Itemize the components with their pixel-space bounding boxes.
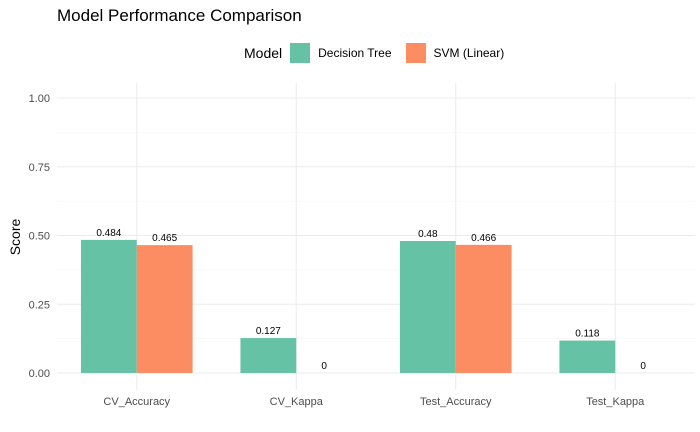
y-tick-label: 0.50 [29, 231, 50, 243]
y-tick-label: 1.00 [29, 93, 50, 105]
y-axis-title: Score [7, 219, 23, 256]
bar-value-label: 0.465 [152, 233, 177, 244]
bar-value-label: 0.48 [418, 229, 438, 240]
bar [80, 239, 137, 373]
bar-value-label: 0.466 [471, 233, 496, 244]
legend-title: Model [244, 45, 283, 61]
legend-swatch-decision-tree [290, 43, 311, 63]
x-tick-label: CV_Accuracy [103, 396, 170, 408]
x-tick-label: Test_Accuracy [420, 396, 492, 408]
bar-value-label: 0 [640, 361, 646, 372]
bar-value-label: 0 [321, 361, 327, 372]
y-axis-ticks: 0.00 0.25 0.50 0.75 1.00 [29, 93, 50, 380]
bar-value-label: 0.484 [96, 228, 121, 239]
y-tick-label: 0.00 [29, 368, 50, 380]
bar [559, 340, 616, 373]
bar-labels: 0.484 0.465 0.127 0 0.48 0.466 0.118 0 [96, 228, 646, 372]
x-tick-label: Test_Kappa [586, 396, 645, 408]
legend-label-svm: SVM (Linear) [433, 46, 505, 60]
y-tick-label: 0.25 [29, 299, 50, 311]
y-tick-label: 0.75 [29, 162, 50, 174]
bar [136, 245, 193, 373]
legend: Model Decision Tree SVM (Linear) [244, 41, 518, 65]
chart-title: Model Performance Comparison [57, 6, 302, 25]
legend-item-decision-tree: Decision Tree [290, 43, 392, 63]
x-tick-label: CV_Kappa [270, 396, 324, 408]
bar [240, 338, 297, 373]
bar [455, 244, 512, 373]
legend-label-decision-tree: Decision Tree [318, 46, 392, 60]
legend-item-svm: SVM (Linear) [405, 43, 505, 63]
bar-value-label: 0.118 [575, 329, 600, 340]
x-axis-ticks: CV_Accuracy CV_Kappa Test_Accuracy Test_Kap… [103, 396, 645, 408]
bar-value-label: 0.127 [256, 326, 281, 337]
bars [80, 239, 616, 373]
legend-swatch-svm [405, 43, 426, 63]
bar [399, 241, 456, 373]
